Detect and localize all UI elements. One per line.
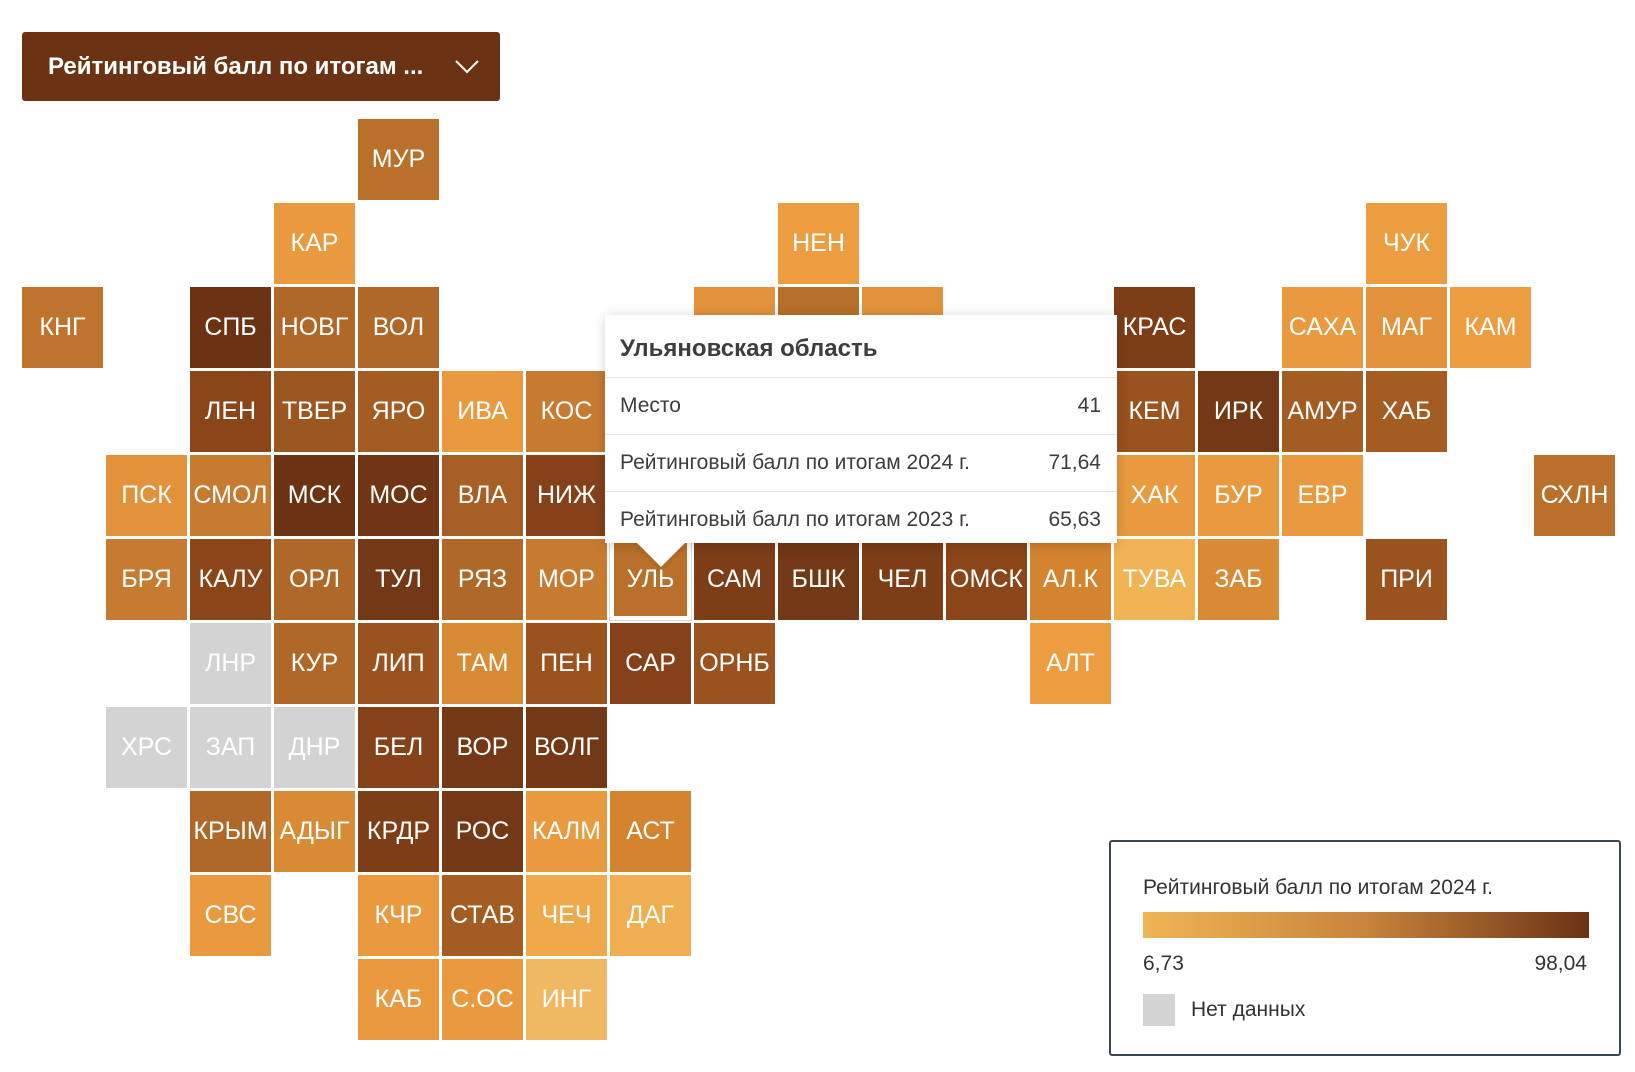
region-tile[interactable]: ИВА <box>442 371 523 452</box>
region-tile[interactable]: ТУВА <box>1114 539 1195 620</box>
tooltip-row-score-2023: Рейтинговый балл по итогам 2023 г. 65,63 <box>605 491 1117 548</box>
region-tile[interactable]: МОР <box>526 539 607 620</box>
tooltip-label: Место <box>620 394 681 417</box>
tooltip-value: 71,64 <box>1048 451 1101 474</box>
region-tile[interactable]: ДНР <box>274 707 355 788</box>
region-tile[interactable]: МУР <box>358 119 439 200</box>
region-tile[interactable]: САХА <box>1282 287 1363 368</box>
indicator-dropdown[interactable]: Рейтинговый балл по итогам ... <box>22 32 500 101</box>
region-tile[interactable]: КУР <box>274 623 355 704</box>
region-tile[interactable]: НЕН <box>778 203 859 284</box>
region-tile[interactable]: БРЯ <box>106 539 187 620</box>
region-tile[interactable]: ОРНБ <box>694 623 775 704</box>
region-tile[interactable]: ПРИ <box>1366 539 1447 620</box>
region-tile[interactable]: ВОР <box>442 707 523 788</box>
region-tile[interactable]: ЧУК <box>1366 203 1447 284</box>
region-tile[interactable]: БУР <box>1198 455 1279 536</box>
region-tile[interactable]: КАМ <box>1450 287 1531 368</box>
region-tile[interactable]: ОМСК <box>946 539 1027 620</box>
region-tile[interactable]: КАЛМ <box>526 791 607 872</box>
region-tile[interactable]: ЗАБ <box>1198 539 1279 620</box>
region-tile[interactable]: ЧЕЛ <box>862 539 943 620</box>
region-tile[interactable]: АМУР <box>1282 371 1363 452</box>
region-tile[interactable]: АДЫГ <box>274 791 355 872</box>
region-tile[interactable]: САР <box>610 623 691 704</box>
region-tile[interactable]: ХАК <box>1114 455 1195 536</box>
region-tile[interactable]: БЕЛ <box>358 707 439 788</box>
region-tile[interactable]: РЯЗ <box>442 539 523 620</box>
region-tile[interactable]: МСК <box>274 455 355 536</box>
region-tile[interactable]: ТАМ <box>442 623 523 704</box>
region-tile[interactable]: ЧЕЧ <box>526 875 607 956</box>
region-tile[interactable]: СВС <box>190 875 271 956</box>
region-tile[interactable]: КРДР <box>358 791 439 872</box>
region-tile[interactable]: АСТ <box>610 791 691 872</box>
region-tile[interactable]: ВОЛГ <box>526 707 607 788</box>
region-tile[interactable]: НИЖ <box>526 455 607 536</box>
tooltip-title: Ульяновская область <box>620 335 878 362</box>
tooltip-value: 41 <box>1077 394 1101 417</box>
region-tile[interactable]: МОС <box>358 455 439 536</box>
region-tile[interactable]: МАГ <box>1366 287 1447 368</box>
region-tile[interactable]: ХАБ <box>1366 371 1447 452</box>
region-tile[interactable]: ЛНР <box>190 623 271 704</box>
tooltip-row-score-2024: Рейтинговый балл по итогам 2024 г. 71,64 <box>605 434 1117 491</box>
dropdown-label: Рейтинговый балл по итогам ... <box>48 52 424 80</box>
legend-title: Рейтинговый балл по итогам 2024 г. <box>1143 876 1494 899</box>
region-tile[interactable]: ОРЛ <box>274 539 355 620</box>
region-tile[interactable]: ХРС <box>106 707 187 788</box>
region-tile[interactable]: РОС <box>442 791 523 872</box>
region-tile[interactable]: КОС <box>526 371 607 452</box>
region-tile[interactable]: НОВГ <box>274 287 355 368</box>
region-tile[interactable]: КАР <box>274 203 355 284</box>
region-tile[interactable]: АЛТ <box>1030 623 1111 704</box>
region-tile[interactable]: КРЫМ <box>190 791 271 872</box>
region-tile[interactable]: АЛ.К <box>1030 539 1111 620</box>
no-data-label: Нет данных <box>1191 998 1306 1021</box>
region-tile[interactable]: КАЛУ <box>190 539 271 620</box>
region-tile[interactable]: СТАВ <box>442 875 523 956</box>
tooltip-value: 65,63 <box>1048 508 1101 531</box>
region-tile[interactable]: ВЛА <box>442 455 523 536</box>
region-tile[interactable]: КРАС <box>1114 287 1195 368</box>
region-tooltip: Ульяновская область Место 41 Рейтинговый… <box>605 315 1117 543</box>
region-tile[interactable]: ТВЕР <box>274 371 355 452</box>
legend-min-value: 6,73 <box>1143 952 1184 975</box>
region-tile[interactable]: СПБ <box>190 287 271 368</box>
region-tile[interactable]: БШК <box>778 539 859 620</box>
region-tile[interactable]: САМ <box>694 539 775 620</box>
region-tile[interactable]: ИРК <box>1198 371 1279 452</box>
region-tile[interactable]: СХЛН <box>1534 455 1615 536</box>
region-tile[interactable]: КНГ <box>22 287 103 368</box>
region-tile[interactable]: ПЕН <box>526 623 607 704</box>
region-tile[interactable]: КЧР <box>358 875 439 956</box>
region-tile[interactable]: КАБ <box>358 959 439 1040</box>
region-tile[interactable]: КЕМ <box>1114 371 1195 452</box>
region-tile[interactable]: ЗАП <box>190 707 271 788</box>
region-tile[interactable]: ЛЕН <box>190 371 271 452</box>
tooltip-row-rank: Место 41 <box>605 377 1117 434</box>
tooltip-label: Рейтинговый балл по итогам 2024 г. <box>620 451 971 474</box>
no-data-swatch <box>1143 994 1175 1026</box>
region-tile[interactable]: ТУЛ <box>358 539 439 620</box>
legend-gradient-bar <box>1143 912 1589 938</box>
region-tile[interactable]: ВОЛ <box>358 287 439 368</box>
tooltip-label: Рейтинговый балл по итогам 2023 г. <box>620 508 971 531</box>
region-tile[interactable]: ЯРО <box>358 371 439 452</box>
region-tile[interactable]: ИНГ <box>526 959 607 1040</box>
region-tile[interactable]: С.ОС <box>442 959 523 1040</box>
region-tile[interactable]: ЕВР <box>1282 455 1363 536</box>
region-tile[interactable]: ДАГ <box>610 875 691 956</box>
color-legend: Рейтинговый балл по итогам 2024 г. 6,73 … <box>1109 840 1621 1056</box>
region-tile[interactable]: ЛИП <box>358 623 439 704</box>
tooltip-pointer <box>637 543 685 567</box>
legend-max-value: 98,04 <box>1534 952 1587 975</box>
region-tile[interactable]: СМОЛ <box>190 455 271 536</box>
region-tile[interactable]: ПСК <box>106 455 187 536</box>
chevron-down-icon <box>455 60 479 74</box>
